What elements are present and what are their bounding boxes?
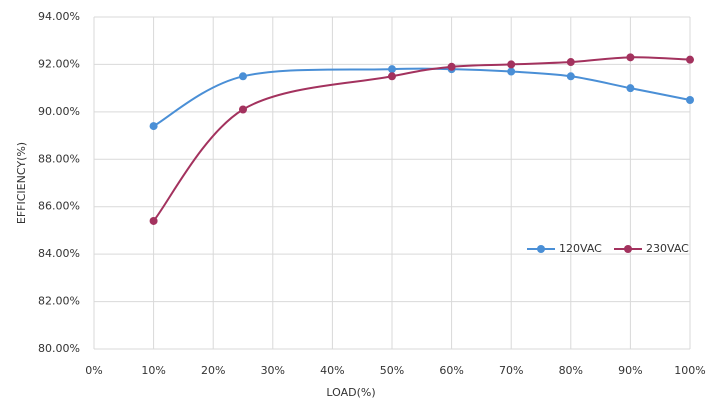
legend-marker <box>537 245 545 253</box>
y-tick-label: 94.00% <box>38 10 80 23</box>
data-point <box>239 72 247 81</box>
y-tick-label: 86.00% <box>38 200 80 213</box>
data-point <box>149 216 158 225</box>
x-tick-label: 100% <box>674 364 705 377</box>
x-tick-label: 90% <box>618 364 642 377</box>
data-point <box>686 96 694 104</box>
y-tick-label: 84.00% <box>38 247 80 260</box>
legend-label: 230VAC <box>646 242 689 255</box>
y-tick-label: 88.00% <box>38 152 80 165</box>
x-tick-label: 70% <box>499 364 523 377</box>
series-line <box>153 67 691 127</box>
y-tick-label: 90.00% <box>38 105 80 118</box>
x-tick-label: 10% <box>141 364 165 377</box>
x-tick-label: 60% <box>439 364 463 377</box>
data-point <box>507 60 516 69</box>
data-point <box>626 53 635 62</box>
x-axis-title: LOAD(%) <box>326 386 375 399</box>
x-tick-label: 40% <box>320 364 344 377</box>
data-point <box>686 55 694 64</box>
y-tick-label: 82.00% <box>38 295 80 308</box>
x-tick-label: 80% <box>559 364 583 377</box>
data-point <box>388 72 396 81</box>
legend-label: 120VAC <box>559 242 602 255</box>
x-tick-label: 20% <box>201 364 225 377</box>
x-tick-label: 50% <box>380 364 404 377</box>
data-point <box>566 72 575 81</box>
y-tick-label: 80.00% <box>38 342 80 355</box>
data-point <box>388 65 396 74</box>
y-tick-label: 92.00% <box>38 57 80 70</box>
x-tick-label: 0% <box>85 364 102 377</box>
y-axis-title: EFFICIENCY(%) <box>15 142 28 224</box>
data-point <box>239 105 247 114</box>
legend-marker <box>624 245 632 253</box>
data-point <box>447 62 456 71</box>
data-point <box>149 122 158 131</box>
data-point <box>566 58 575 67</box>
series-line <box>152 56 691 222</box>
x-tick-label: 30% <box>261 364 285 377</box>
data-point <box>626 84 635 93</box>
data-point <box>507 67 516 76</box>
